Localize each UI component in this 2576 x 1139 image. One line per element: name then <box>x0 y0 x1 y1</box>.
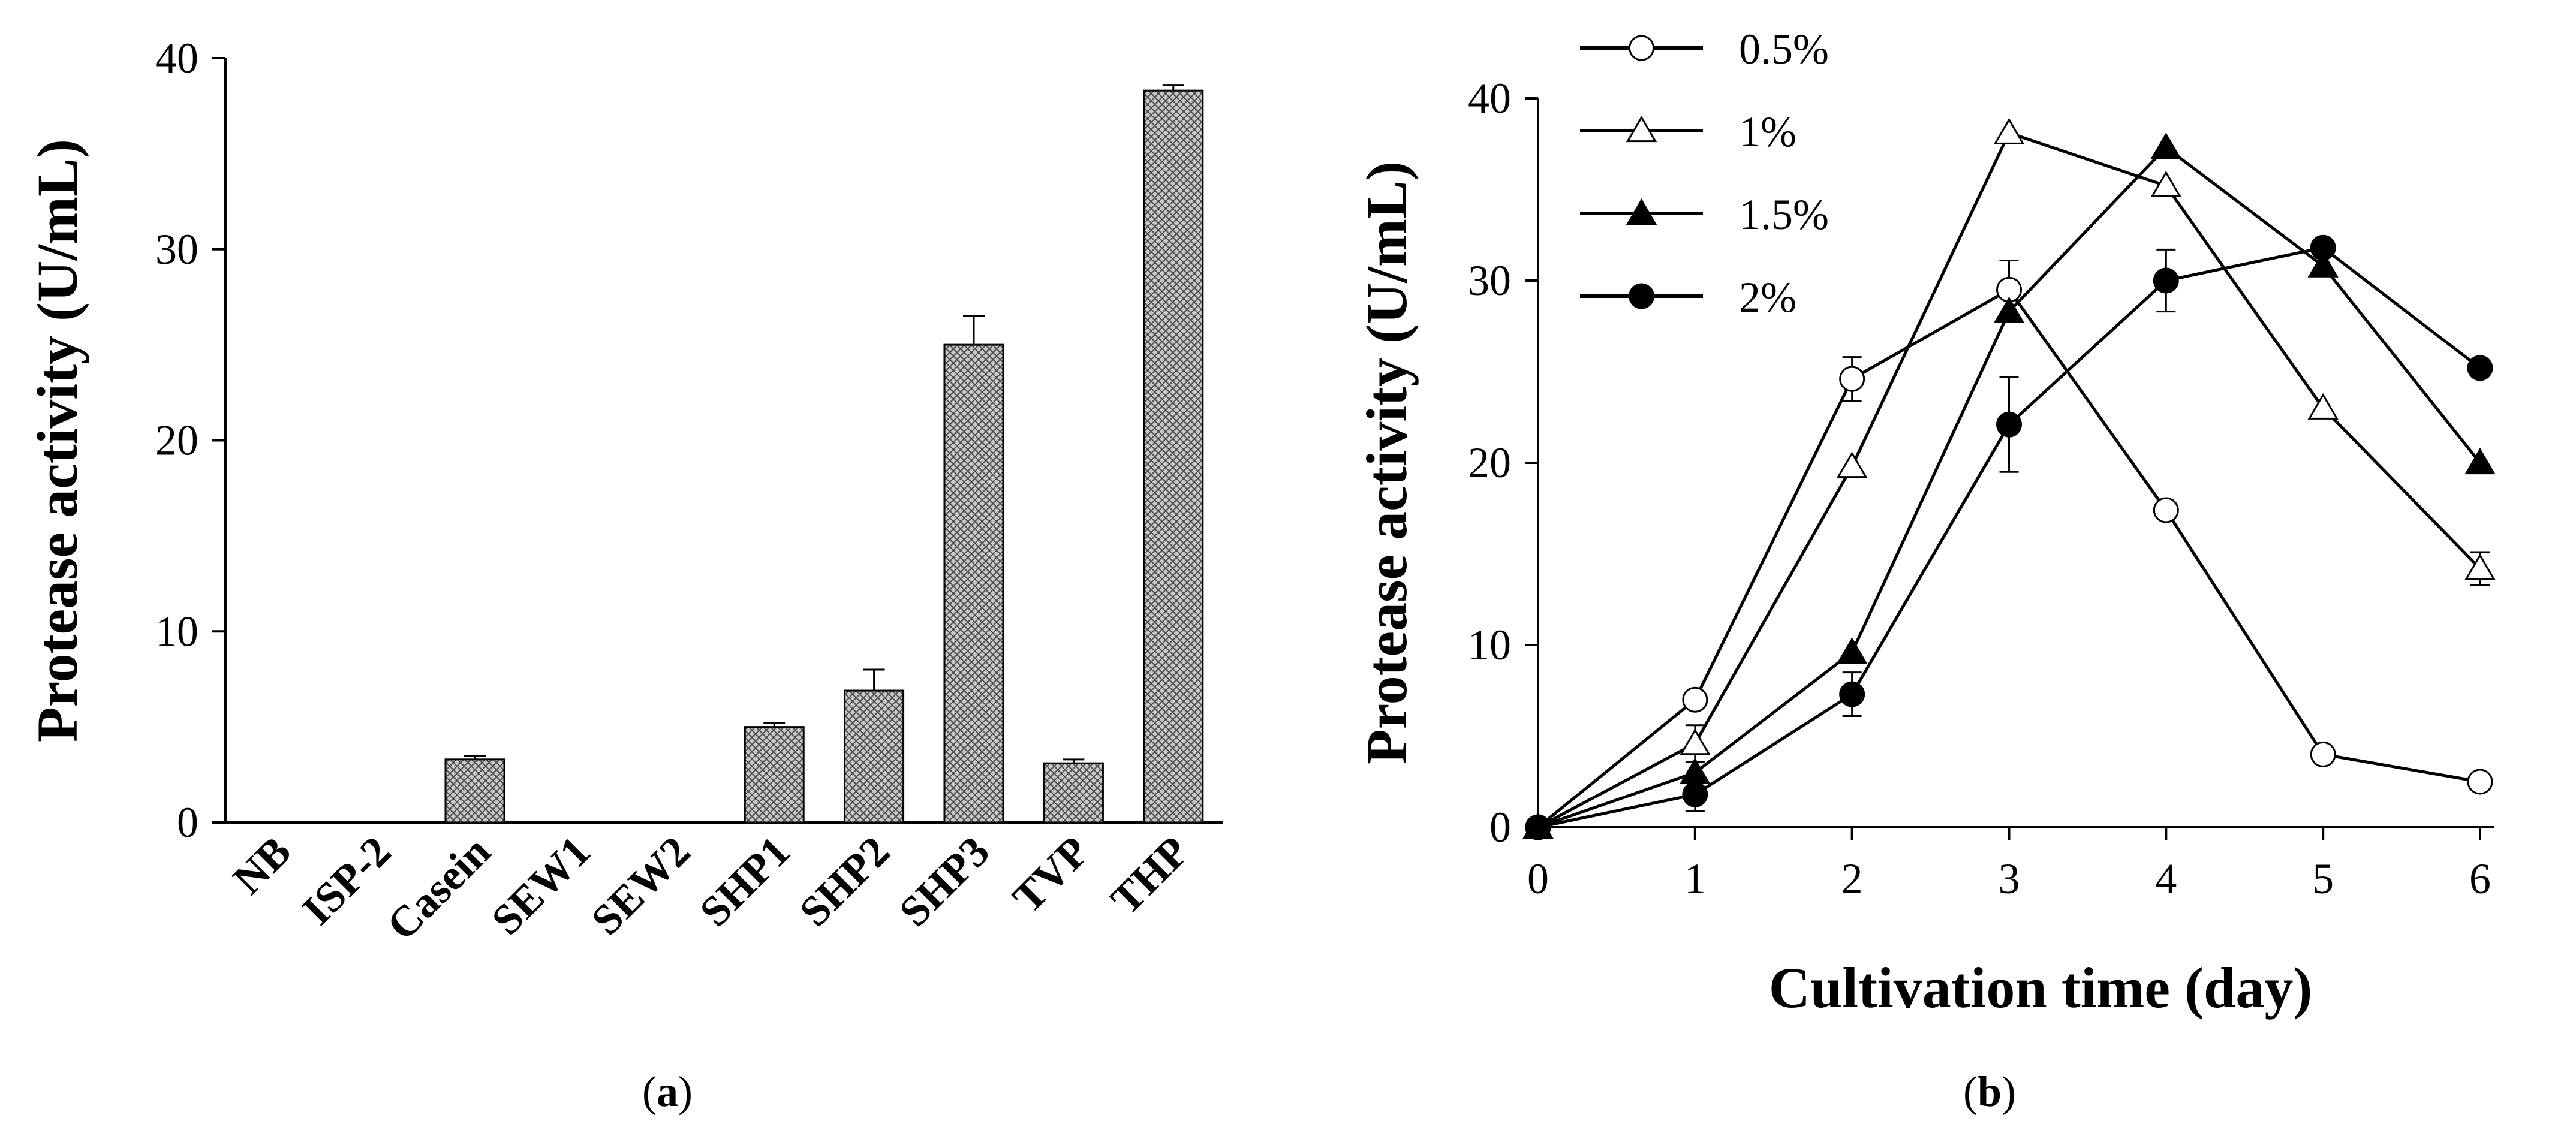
data-point <box>1682 686 1708 713</box>
bar <box>1043 762 1104 824</box>
y-tick-label: 30 <box>1468 257 1511 305</box>
data-point <box>1626 198 1657 225</box>
data-point <box>2153 497 2179 523</box>
panel-b-x-axis-title: Cultivation time (day) <box>1769 956 2313 1020</box>
category-label: THP <box>1102 827 1198 924</box>
series <box>1525 234 2493 840</box>
panel-a-y-axis-title: Protease activity (U/mL) <box>25 139 89 742</box>
category-label: SHP2 <box>790 827 899 936</box>
data-point <box>1626 116 1657 143</box>
panel-a-caption: (a) <box>642 1068 693 1116</box>
panel-b-series <box>1522 117 2496 840</box>
x-tick-label: 4 <box>2155 855 2177 903</box>
legend-item: 0.5% <box>1580 25 1829 73</box>
series-line <box>1537 287 2481 828</box>
bar <box>943 343 1004 824</box>
category-label: SEW2 <box>582 827 699 944</box>
data-point <box>1629 283 1654 309</box>
panel-a-y-ticks: 0 10 20 30 40 <box>155 34 225 846</box>
data-point <box>2467 769 2493 795</box>
panel-b-caption: (b) <box>1963 1068 2016 1116</box>
x-tick-label: 6 <box>2469 855 2491 903</box>
bar <box>1143 89 1204 824</box>
panel-a-caption-label: a <box>657 1068 678 1116</box>
data-point <box>1682 781 1708 807</box>
series <box>1522 132 2496 839</box>
y-tick-label: 0 <box>1489 803 1511 851</box>
x-tick-label: 5 <box>2312 855 2334 903</box>
data-point <box>1629 35 1654 61</box>
x-tick-label: 1 <box>1684 855 1706 903</box>
y-tick-label: 20 <box>155 417 198 465</box>
legend-item: 1% <box>1580 108 1796 156</box>
x-tick-label: 2 <box>1841 855 1863 903</box>
series <box>1522 117 2496 839</box>
bar <box>444 758 505 824</box>
panel-b-x-ticks: 0 1 2 3 4 5 6 <box>1527 827 2491 903</box>
data-point <box>1996 411 2022 438</box>
data-point <box>2150 132 2182 159</box>
data-point <box>1836 637 1868 664</box>
panel-a: 0 10 20 30 40 NBISP-2CaseinSEW1SEW2SHP1SHP2S… <box>25 34 1223 1116</box>
data-point <box>2464 448 2496 475</box>
panel-b-caption-label: b <box>1978 1068 2002 1116</box>
data-point <box>1836 451 1868 478</box>
y-tick-label: 30 <box>155 225 198 273</box>
legend-label: 2% <box>1739 273 1796 321</box>
data-point <box>1839 366 1865 392</box>
series-line <box>1537 246 2481 829</box>
y-tick-label: 20 <box>1468 439 1511 487</box>
y-tick-label: 40 <box>1468 74 1511 122</box>
series-line <box>1537 145 2481 829</box>
y-tick-label: 40 <box>155 34 198 82</box>
data-point <box>2307 393 2339 420</box>
y-tick-label: 10 <box>155 607 198 655</box>
data-point <box>1993 296 2025 323</box>
panel-b-y-ticks: 0 10 20 30 40 <box>1468 74 1538 851</box>
category-label: NB <box>224 827 300 903</box>
data-point <box>2150 170 2182 198</box>
category-label: SHP3 <box>890 827 998 936</box>
data-point <box>2464 553 2496 580</box>
x-tick-label: 0 <box>1527 855 1549 903</box>
category-label: TVP <box>1003 827 1098 922</box>
data-point <box>1839 681 1865 707</box>
data-point <box>2310 741 2336 767</box>
category-label: Casein <box>378 827 500 950</box>
panel-a-bars <box>444 84 1204 824</box>
panel-b-y-axis-title: Protease activity (U/mL) <box>1355 161 1419 764</box>
y-tick-label: 10 <box>1468 621 1511 669</box>
legend-item: 1.5% <box>1580 191 1829 239</box>
y-tick-label: 0 <box>177 798 198 846</box>
legend-item: 2% <box>1580 273 1796 321</box>
data-point <box>2153 267 2179 294</box>
bar <box>744 726 805 824</box>
data-point <box>1680 728 1711 755</box>
legend-label: 0.5% <box>1739 25 1829 73</box>
data-point <box>1993 117 2025 144</box>
x-tick-label: 3 <box>1999 855 2020 903</box>
series <box>1525 260 2493 840</box>
category-label: SEW1 <box>482 827 599 944</box>
data-point <box>2307 251 2339 278</box>
legend-label: 1.5% <box>1739 191 1829 239</box>
data-point <box>1525 814 1551 840</box>
series-line <box>1537 131 2481 829</box>
panel-b: 0 10 20 30 40 0 1 2 3 4 5 6 0.5% 1% 1.5% 2% Protease … <box>1355 25 2496 1116</box>
data-point <box>2310 234 2336 261</box>
bar <box>844 689 905 824</box>
data-point <box>2467 355 2493 381</box>
category-label: SHP1 <box>690 827 799 936</box>
legend-label: 1% <box>1739 108 1796 156</box>
legend: 0.5% 1% 1.5% 2% <box>1580 25 1829 321</box>
